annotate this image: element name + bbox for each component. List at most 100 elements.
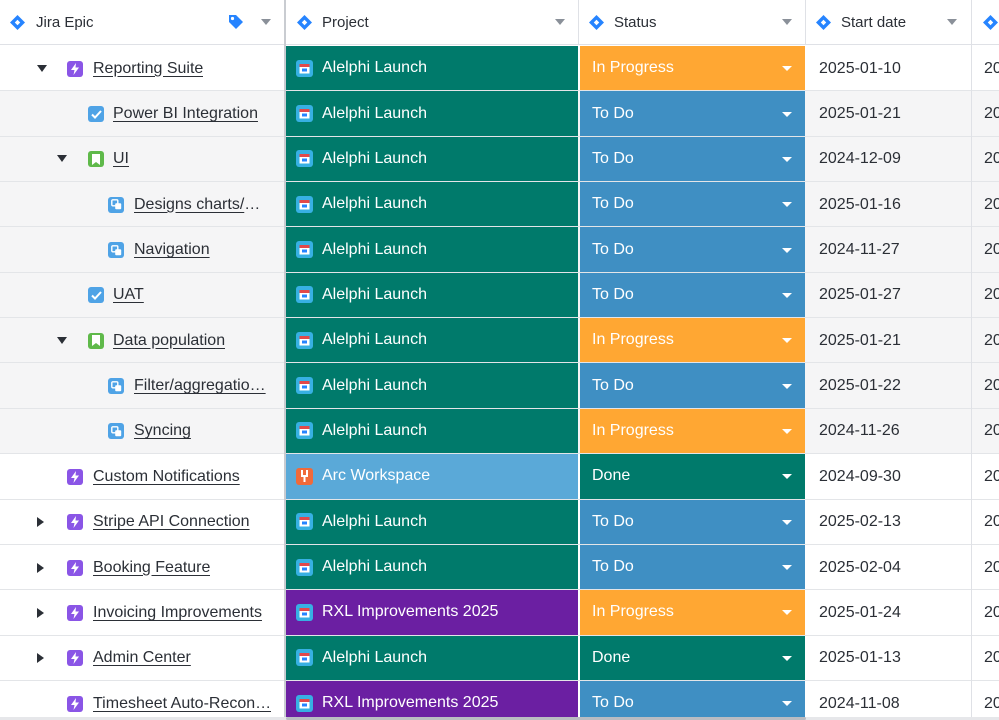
cell-project[interactable]: RXL Improvements 2025 — [286, 590, 578, 636]
cell-project[interactable]: Alelphi Launch — [286, 635, 578, 681]
expand-toggle-icon[interactable] — [37, 562, 44, 573]
issue-link[interactable]: Admin Center — [93, 649, 191, 667]
cell-project[interactable]: Alelphi Launch — [286, 272, 578, 319]
status-dropdown[interactable]: Done — [580, 635, 805, 681]
status-dropdown[interactable]: To Do — [580, 363, 805, 409]
chevron-down-icon[interactable] — [782, 474, 792, 480]
status-dropdown[interactable]: To Do — [580, 227, 805, 273]
cell-next-column[interactable]: 20 — [972, 590, 999, 635]
status-dropdown[interactable]: In Progress — [580, 46, 805, 92]
tag-icon[interactable] — [227, 13, 245, 31]
chevron-down-icon[interactable] — [782, 519, 792, 525]
cell-start-date[interactable]: 2025-02-04 — [806, 545, 971, 590]
cell-project[interactable]: Alelphi Launch — [286, 499, 578, 545]
cell-start-date[interactable]: 2025-01-10 — [806, 46, 971, 91]
cell-project[interactable]: Arc Workspace — [286, 454, 578, 500]
chevron-down-icon[interactable] — [782, 610, 792, 616]
issue-link[interactable]: Timesheet Auto-Recon… — [93, 694, 272, 712]
cell-project[interactable]: Alelphi Launch — [286, 363, 578, 409]
cell-jira-epic[interactable]: UAT — [0, 273, 284, 318]
issue-link[interactable]: Designs charts/m… — [134, 195, 272, 213]
cell-project[interactable]: Alelphi Launch — [286, 227, 578, 273]
chevron-down-icon[interactable] — [782, 66, 792, 72]
table-row[interactable]: Timesheet Auto-Recon… RXL Improvements 20… — [0, 680, 999, 720]
issue-link[interactable]: UI — [113, 150, 129, 168]
cell-next-column[interactable]: 20 — [972, 318, 999, 363]
chevron-down-icon[interactable] — [782, 701, 792, 707]
cell-start-date[interactable]: 2024-11-08 — [806, 681, 971, 720]
cell-project[interactable]: Alelphi Launch — [286, 46, 578, 92]
issue-link[interactable]: Syncing — [134, 422, 191, 440]
chevron-down-icon[interactable] — [782, 428, 792, 434]
table-row[interactable]: UAT Alelphi Launch To Do 2025-01-27 20 — [0, 272, 999, 319]
cell-next-column[interactable]: 20 — [972, 91, 999, 136]
cell-jira-epic[interactable]: Admin Center — [0, 636, 284, 681]
status-dropdown[interactable]: In Progress — [580, 408, 805, 455]
expand-toggle-icon[interactable] — [37, 653, 44, 664]
cell-jira-epic[interactable]: UI — [0, 137, 284, 182]
table-row[interactable]: Navigation Alelphi Launch To Do 2024-11-27 2… — [0, 227, 999, 273]
cell-next-column[interactable]: 20 — [972, 46, 999, 91]
cell-start-date[interactable]: 2025-02-13 — [806, 500, 971, 545]
chevron-down-icon[interactable] — [947, 19, 957, 25]
cell-next-column[interactable]: 20 — [972, 681, 999, 720]
cell-jira-epic[interactable]: Stripe API Connection — [0, 500, 284, 545]
table-row[interactable]: Designs charts/m… Alelphi Launch To Do 2025… — [0, 182, 999, 228]
table-row[interactable]: UI Alelphi Launch To Do 2024-12-09 20 — [0, 136, 999, 183]
column-header-status[interactable]: Status — [579, 0, 805, 44]
cell-jira-epic[interactable]: Custom Notifications — [0, 454, 284, 499]
chevron-down-icon[interactable] — [782, 19, 792, 25]
cell-next-column[interactable]: 20 — [972, 182, 999, 227]
table-row[interactable]: Invoicing Improvements RXL Improvements 2… — [0, 590, 999, 636]
cell-project[interactable]: Alelphi Launch — [286, 91, 578, 137]
cell-start-date[interactable]: 2025-01-16 — [806, 182, 971, 227]
issue-link[interactable]: Invoicing Improvements — [93, 603, 262, 621]
chevron-down-icon[interactable] — [555, 19, 565, 25]
cell-start-date[interactable]: 2024-09-30 — [806, 454, 971, 499]
table-row[interactable]: Data population Alelphi Launch In Progress… — [0, 318, 999, 364]
cell-start-date[interactable]: 2024-11-26 — [806, 409, 971, 454]
status-dropdown[interactable]: In Progress — [580, 318, 805, 364]
expand-toggle-icon[interactable] — [37, 607, 44, 618]
column-header-project[interactable]: Project — [287, 0, 578, 44]
status-dropdown[interactable]: To Do — [580, 499, 805, 545]
cell-start-date[interactable]: 2025-01-13 — [806, 636, 971, 681]
cell-jira-epic[interactable]: Data population — [0, 318, 284, 363]
cell-next-column[interactable]: 20 — [972, 273, 999, 318]
cell-next-column[interactable]: 20 — [972, 454, 999, 499]
scrollbar-thumb[interactable] — [286, 717, 806, 720]
cell-next-column[interactable]: 20 — [972, 137, 999, 182]
chevron-down-icon[interactable] — [782, 156, 792, 162]
status-dropdown[interactable]: Done — [580, 454, 805, 500]
cell-jira-epic[interactable]: Reporting Suite — [0, 46, 284, 91]
cell-jira-epic[interactable]: Booking Feature — [0, 545, 284, 590]
cell-start-date[interactable]: 2024-11-27 — [806, 227, 971, 272]
chevron-down-icon[interactable] — [782, 292, 792, 298]
status-dropdown[interactable]: To Do — [580, 91, 805, 137]
column-header-jira-epic[interactable]: Jira Epic — [0, 0, 284, 44]
table-row[interactable]: Filter/aggregatio… Alelphi Launch To Do 202… — [0, 363, 999, 409]
chevron-down-icon[interactable] — [782, 383, 792, 389]
cell-project[interactable]: Alelphi Launch — [286, 408, 578, 455]
cell-start-date[interactable]: 2025-01-21 — [806, 318, 971, 363]
chevron-down-icon[interactable] — [261, 19, 271, 25]
issue-link[interactable]: Reporting Suite — [93, 59, 204, 77]
column-header-start-date[interactable]: Start date — [806, 0, 971, 44]
issue-link[interactable]: Custom Notifications — [93, 467, 240, 485]
cell-start-date[interactable]: 2025-01-22 — [806, 363, 971, 408]
horizontal-scrollbar[interactable] — [0, 717, 999, 720]
cell-start-date[interactable]: 2024-12-09 — [806, 137, 971, 182]
cell-jira-epic[interactable]: Designs charts/m… — [0, 182, 284, 227]
table-row[interactable]: Syncing Alelphi Launch In Progress 2024-11-… — [0, 408, 999, 455]
cell-jira-epic[interactable]: Timesheet Auto-Recon… — [0, 681, 284, 720]
table-row[interactable]: Stripe API Connection Alelphi Launch To Do… — [0, 499, 999, 545]
chevron-down-icon[interactable] — [782, 338, 792, 344]
cell-next-column[interactable]: 20 — [972, 363, 999, 408]
collapse-toggle-icon[interactable] — [57, 155, 67, 163]
column-header-next[interactable] — [972, 0, 999, 44]
table-row[interactable]: Admin Center Alelphi Launch Done 2025-01-13… — [0, 635, 999, 681]
table-row[interactable]: Booking Feature Alelphi Launch To Do 2025-0… — [0, 544, 999, 591]
status-dropdown[interactable]: In Progress — [580, 590, 805, 636]
table-row[interactable]: Reporting Suite Alelphi Launch In Progress… — [0, 46, 999, 92]
chevron-down-icon[interactable] — [782, 655, 792, 661]
